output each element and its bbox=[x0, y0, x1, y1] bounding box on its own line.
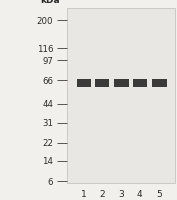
Text: 31: 31 bbox=[42, 119, 53, 127]
Bar bbox=[114, 80, 129, 87]
Bar bbox=[152, 80, 167, 87]
Text: 97: 97 bbox=[42, 57, 53, 65]
Text: 14: 14 bbox=[42, 157, 53, 165]
Text: 1: 1 bbox=[81, 189, 87, 198]
Bar bbox=[95, 80, 109, 87]
Text: 44: 44 bbox=[42, 100, 53, 108]
Text: 4: 4 bbox=[137, 189, 143, 198]
Text: 2: 2 bbox=[99, 189, 105, 198]
Text: 116: 116 bbox=[37, 45, 53, 53]
Bar bbox=[77, 80, 91, 87]
Bar bbox=[133, 80, 147, 87]
Text: 22: 22 bbox=[42, 139, 53, 147]
Text: 6: 6 bbox=[48, 177, 53, 186]
Text: 5: 5 bbox=[156, 189, 162, 198]
Text: kDa: kDa bbox=[41, 0, 60, 5]
Text: 200: 200 bbox=[37, 17, 53, 25]
Text: 66: 66 bbox=[42, 77, 53, 85]
Bar bbox=[67, 9, 175, 183]
Text: 3: 3 bbox=[118, 189, 124, 198]
